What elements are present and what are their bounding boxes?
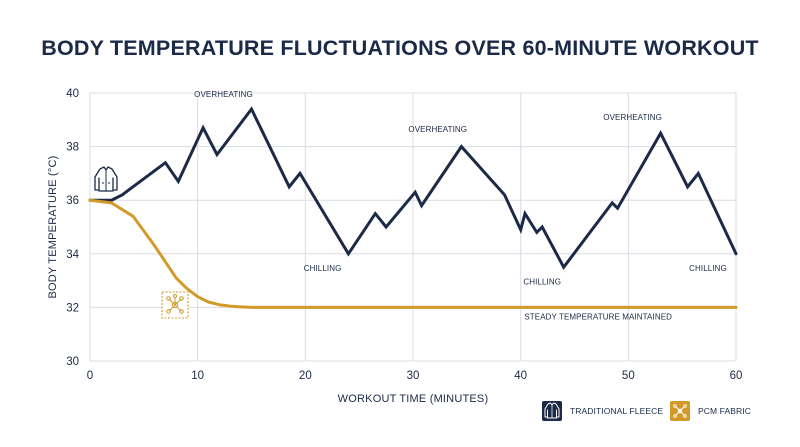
x-tick-label: 50 — [622, 370, 635, 382]
x-tick-label: 20 — [299, 370, 312, 382]
x-tick-label: 60 — [730, 370, 743, 382]
x-tick-label: 40 — [514, 370, 527, 382]
annotation-label: OVERHEATING — [408, 125, 467, 134]
y-tick-label: 32 — [66, 302, 79, 314]
legend-label-pcm: PCM FABRIC — [698, 406, 751, 416]
molecule-icon — [161, 291, 189, 319]
legend: TRADITIONAL FLEECE PCM FABRIC — [542, 401, 751, 421]
y-axis-title: BODY TEMPERATURE (°C) — [47, 155, 59, 298]
grid — [89, 92, 737, 362]
annotation-label: CHILLING — [304, 264, 342, 273]
x-axis-title: WORKOUT TIME (MINUTES) — [338, 393, 489, 405]
chart-title: BODY TEMPERATURE FLUCTUATIONS OVER 60-MI… — [41, 36, 759, 60]
legend-item-traditional-fleece: TRADITIONAL FLEECE — [542, 401, 663, 421]
annotation-label: CHILLING — [523, 278, 561, 287]
y-tick-label: 30 — [66, 356, 79, 368]
y-tick-label: 34 — [66, 249, 79, 261]
annotation-label: STEADY TEMPERATURE MAINTAINED — [524, 312, 672, 321]
series-line-pcm-fabric — [88, 198, 738, 309]
tick-labels: 0 10 20 30 40 50 60 30 32 34 36 38 40 — [66, 88, 742, 382]
series — [88, 106, 738, 309]
annotations: OVERHEATING OVERHEATING OVERHEATING CHILLIN… — [194, 90, 727, 321]
y-tick-label: 40 — [66, 88, 79, 100]
molecule-icon — [673, 404, 687, 418]
jacket-icon — [94, 166, 118, 192]
annotation-label: CHILLING — [689, 264, 727, 273]
jacket-icon — [544, 402, 560, 419]
series-line-traditional-fleece — [88, 106, 738, 270]
legend-item-pcm-fabric: PCM FABRIC — [670, 401, 751, 421]
y-tick-label: 36 — [66, 195, 79, 207]
x-tick-label: 10 — [191, 370, 204, 382]
y-tick-label: 38 — [66, 142, 79, 154]
x-tick-label: 0 — [87, 370, 93, 382]
legend-label-fleece: TRADITIONAL FLEECE — [570, 406, 663, 416]
annotation-label: OVERHEATING — [603, 113, 662, 122]
x-tick-label: 30 — [407, 370, 420, 382]
annotation-label: OVERHEATING — [194, 90, 253, 99]
